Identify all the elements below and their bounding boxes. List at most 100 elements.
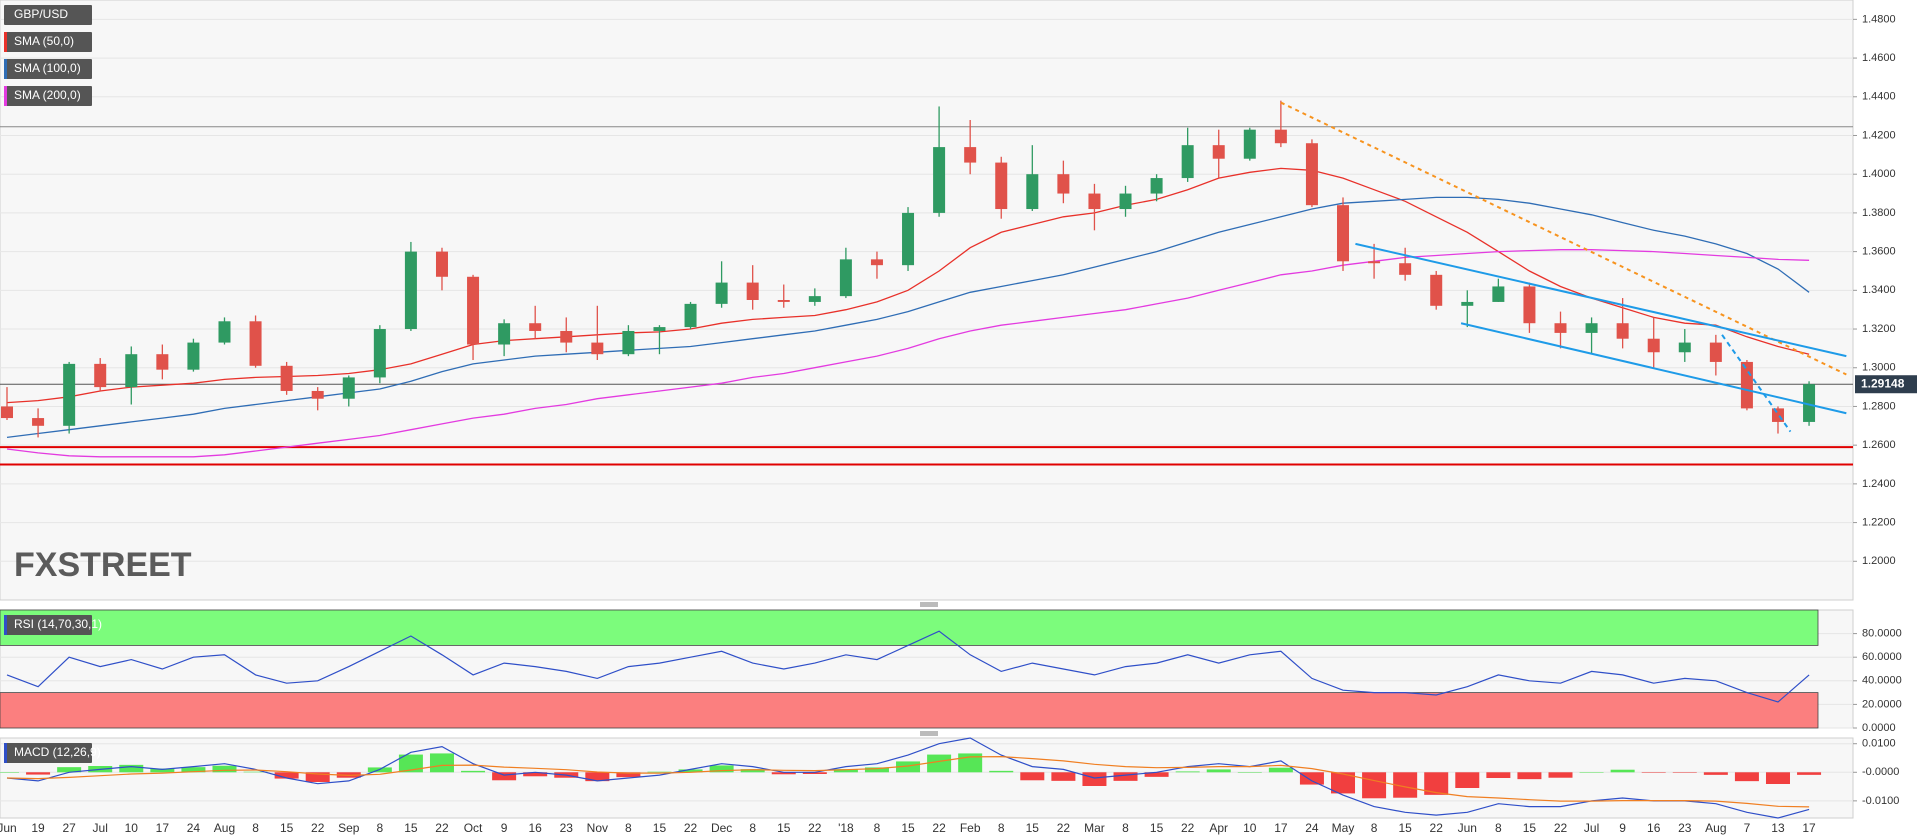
candle-body [1, 406, 13, 419]
histogram-bar [864, 767, 889, 773]
histogram-bar [647, 771, 672, 773]
y-tick-label: 1.3200 [1862, 323, 1896, 335]
x-tick-label: 23 [1678, 821, 1692, 835]
x-tick-label: 17 [156, 821, 170, 835]
histogram-bar [1734, 772, 1759, 782]
x-tick-label: 15 [1398, 821, 1412, 835]
panel-grip[interactable] [920, 731, 938, 736]
trend-line [1280, 101, 1847, 376]
macd-line [6, 737, 1810, 819]
histogram-bar [1517, 772, 1542, 780]
candle-body [249, 321, 262, 366]
candle-body [373, 329, 386, 378]
x-tick-label: Nov [587, 821, 608, 835]
candle-body [1399, 263, 1412, 275]
x-tick-label: 16 [1647, 821, 1661, 835]
zone-band [0, 692, 1819, 729]
x-tick-label: 22 [311, 821, 325, 835]
candle-body [964, 147, 977, 163]
y-tick-label: 1.3600 [1862, 246, 1896, 258]
y-tick-label: 1.3800 [1862, 207, 1896, 219]
candle-body [870, 259, 883, 266]
x-tick-label: 8 [1122, 821, 1129, 835]
histogram-bar [927, 754, 952, 773]
x-tick-label: 8 [749, 821, 756, 835]
histogram-bar [1641, 772, 1666, 773]
x-tick-label: 22 [1554, 821, 1568, 835]
histogram-bar [1268, 767, 1293, 773]
y-tick-label: 1.2200 [1862, 516, 1896, 528]
x-tick-label: 23 [560, 821, 574, 835]
histogram-bar [1703, 772, 1728, 775]
candle-body [529, 323, 542, 331]
histogram-bar [1051, 772, 1076, 781]
candle-body [995, 162, 1008, 210]
x-tick-label: May [1332, 821, 1355, 835]
legend-swatch [4, 59, 7, 79]
histogram-bar [709, 765, 734, 773]
x-tick-label: 15 [1523, 821, 1537, 835]
x-tick-label: 15 [901, 821, 915, 835]
y-tick-label: 1.4200 [1862, 129, 1896, 141]
candle-body [1181, 145, 1194, 179]
candle-body [32, 418, 45, 426]
candle-body [622, 330, 635, 355]
candle-body [839, 259, 852, 297]
x-tick-label: 8 [1371, 821, 1378, 835]
panel-grip[interactable] [920, 602, 938, 607]
last-price-label: 1.29148 [1861, 376, 1905, 390]
histogram-bar [1237, 772, 1262, 773]
candle-body [404, 251, 417, 330]
histogram-bar [26, 772, 51, 775]
histogram-bar [150, 768, 175, 773]
zone-band [0, 609, 1819, 646]
histogram-bar [1113, 772, 1138, 781]
candle-body [156, 354, 169, 370]
legend-swatch [4, 743, 7, 763]
watermark: STREET [57, 546, 191, 584]
y-tick-label: 1.2000 [1862, 555, 1896, 567]
candle-body [1337, 205, 1350, 262]
histogram-bar [1020, 772, 1045, 781]
legend-box [4, 32, 92, 52]
histogram-bar [1144, 772, 1169, 777]
x-tick-label: Oct [464, 821, 483, 835]
candle-body [1305, 143, 1318, 206]
legend-label: SMA (100,0) [14, 61, 81, 75]
candle-body [94, 363, 107, 388]
sma-line [6, 249, 1810, 458]
legend-label: SMA (200,0) [14, 88, 81, 102]
x-tick-label: 15 [280, 821, 294, 835]
y-tick-label: 1.2800 [1862, 400, 1896, 412]
x-tick-label: Aug [1705, 821, 1726, 835]
candle-body [467, 276, 480, 345]
y-tick-label: 0.0000 [1862, 722, 1896, 734]
histogram-bar [833, 769, 858, 773]
x-tick-label: 15 [777, 821, 791, 835]
x-tick-label: 24 [1305, 821, 1319, 835]
candle-body [746, 282, 759, 300]
candle-body [715, 282, 728, 304]
candle-body [63, 363, 76, 426]
histogram-bar [1765, 772, 1790, 784]
candle-body [1150, 178, 1163, 194]
histogram-bar [0, 772, 19, 773]
trend-line [1460, 322, 1847, 415]
candle-body [1678, 342, 1691, 353]
candle-body [1523, 286, 1536, 324]
candle-body [1647, 338, 1660, 353]
x-tick-label: 10 [125, 821, 139, 835]
candle-body [498, 323, 511, 345]
histogram-bar [1797, 772, 1822, 775]
price-panel [0, 0, 1854, 601]
histogram-bar [989, 770, 1014, 773]
candle-body [1461, 301, 1474, 306]
legend-swatch [4, 32, 7, 52]
y-tick-label: 1.3000 [1862, 362, 1896, 374]
y-tick-label: 1.3400 [1862, 284, 1896, 296]
x-tick-label: 8 [252, 821, 259, 835]
y-tick-label: 1.4400 [1862, 91, 1896, 103]
x-tick-label: 22 [435, 821, 449, 835]
histogram-bar [57, 767, 82, 773]
